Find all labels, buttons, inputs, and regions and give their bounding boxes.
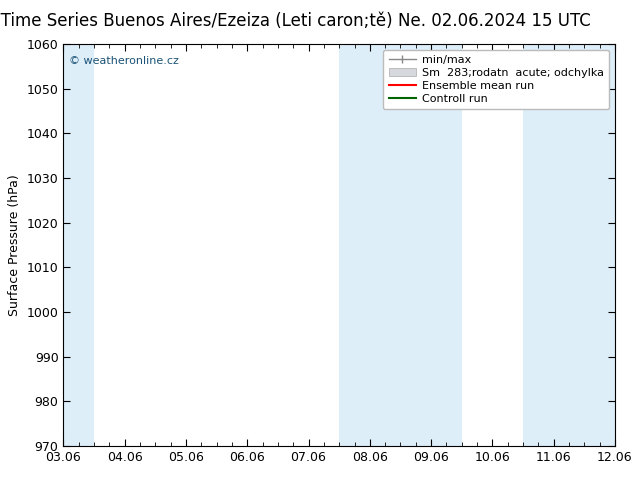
Bar (339, 44, 462, 446)
Text: ENS Time Series Buenos Aires/Ezeiza (Leti caron;tě): ENS Time Series Buenos Aires/Ezeiza (Let… (0, 12, 393, 30)
Legend: min/max, Sm  283;rodatn  acute; odchylka, Ensemble mean run, Controll run: min/max, Sm 283;rodatn acute; odchylka, … (383, 49, 609, 109)
Bar (523, 44, 634, 446)
Y-axis label: Surface Pressure (hPa): Surface Pressure (hPa) (8, 174, 21, 316)
Bar (33, 44, 94, 446)
Text: © weatheronline.cz: © weatheronline.cz (69, 56, 179, 66)
Text: Ne. 02.06.2024 15 UTC: Ne. 02.06.2024 15 UTC (398, 12, 591, 30)
